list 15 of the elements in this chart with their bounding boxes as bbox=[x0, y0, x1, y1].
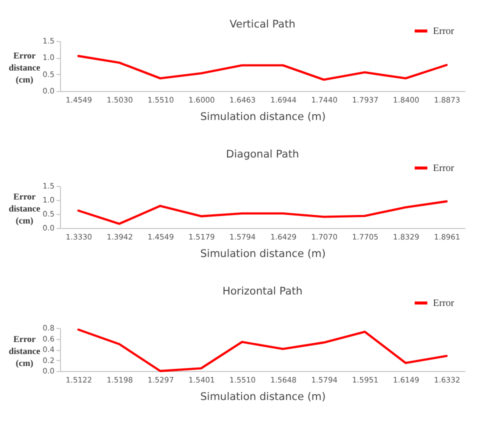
legend-label: Error bbox=[433, 163, 455, 174]
legend-label: Error bbox=[433, 26, 455, 37]
x-axis-title: Simulation distance (m) bbox=[200, 248, 326, 260]
chart-title: Vertical Path bbox=[230, 18, 296, 30]
legend-label: Error bbox=[433, 298, 455, 309]
line-series bbox=[77, 200, 448, 225]
x-axis-title: Simulation distance (m) bbox=[200, 391, 326, 403]
line-series bbox=[77, 328, 448, 372]
chart-title: Horizontal Path bbox=[222, 286, 303, 298]
y-axis-title: Error distance (cm) bbox=[8, 50, 40, 84]
line-series bbox=[77, 54, 448, 81]
chart-title: Diagonal Path bbox=[226, 148, 299, 160]
y-axis-title: Error distance (cm) bbox=[8, 192, 40, 226]
y-axis-title: Error distance (cm) bbox=[8, 334, 40, 368]
x-axis-title: Simulation distance (m) bbox=[200, 111, 326, 123]
